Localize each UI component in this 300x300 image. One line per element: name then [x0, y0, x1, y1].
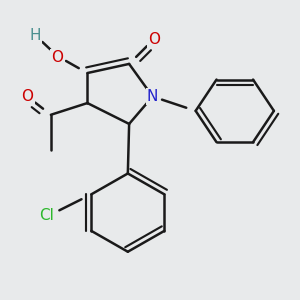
Text: H: H	[29, 28, 41, 43]
Text: O: O	[51, 50, 63, 65]
Text: O: O	[21, 89, 33, 104]
Text: O: O	[148, 32, 160, 46]
Text: N: N	[147, 89, 158, 104]
Text: Cl: Cl	[40, 208, 54, 223]
